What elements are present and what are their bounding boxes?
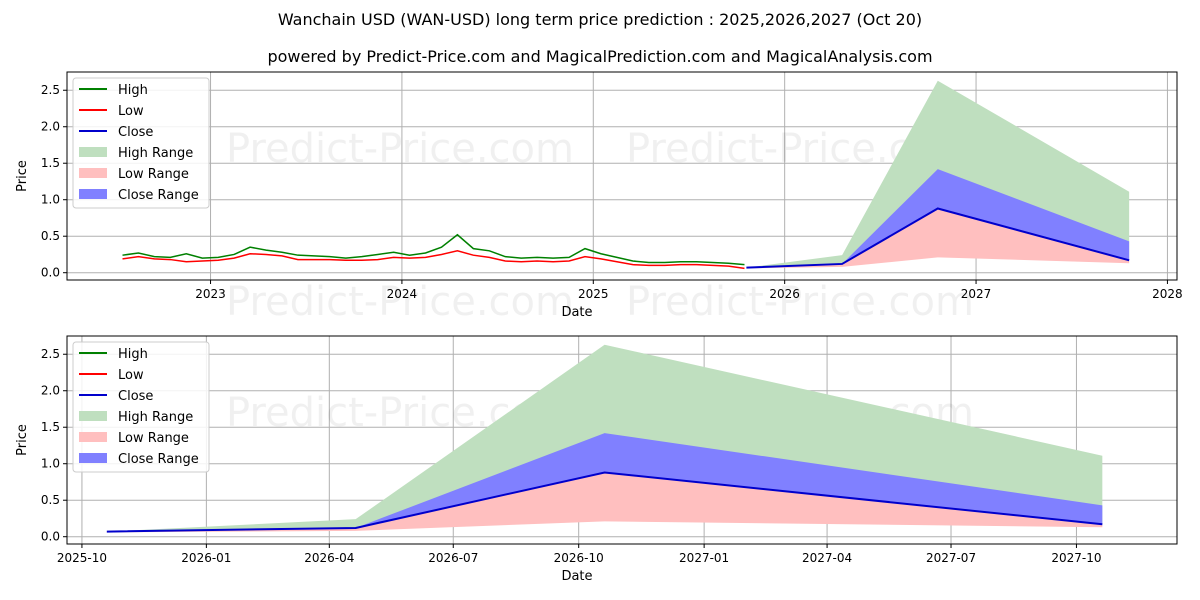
watermark: Predict-Price.com bbox=[626, 279, 974, 325]
plot-frame bbox=[66, 335, 1178, 545]
legend-label: Close bbox=[118, 389, 153, 404]
x-tick-label: 2025 bbox=[578, 287, 609, 301]
x-tick-label: 2027-10 bbox=[1051, 551, 1101, 565]
legend-label: Close bbox=[118, 125, 153, 140]
y-tick-label: 0.0 bbox=[41, 530, 60, 544]
plot-frame bbox=[66, 71, 1178, 281]
y-tick-label: 2.5 bbox=[41, 83, 60, 97]
legend-swatch bbox=[79, 147, 107, 157]
high-line bbox=[122, 233, 745, 266]
legend-label: High bbox=[118, 83, 148, 98]
x-axis-label: Date bbox=[561, 569, 592, 584]
y-axis-label: Price bbox=[15, 160, 30, 192]
x-tick-label: 2027-01 bbox=[679, 551, 729, 565]
x-tick-label: 2028 bbox=[1152, 287, 1183, 301]
x-tick-label: 2026-01 bbox=[181, 551, 231, 565]
legend-label: Close Range bbox=[118, 188, 199, 203]
x-tick-label: 2025-10 bbox=[57, 551, 107, 565]
x-tick-label: 2026-07 bbox=[428, 551, 478, 565]
x-axis-label: Date bbox=[561, 305, 592, 320]
legend-label: Low Range bbox=[118, 431, 189, 446]
watermark: Predict-Price.com bbox=[226, 126, 574, 172]
y-tick-label: 0.5 bbox=[41, 229, 60, 243]
chart-title: Wanchain USD (WAN-USD) long term price p… bbox=[277, 10, 923, 29]
y-axis-label: Price bbox=[15, 424, 30, 456]
y-tick-label: 1.0 bbox=[41, 193, 60, 207]
legend-swatch bbox=[79, 189, 107, 199]
x-tick-label: 2026-10 bbox=[554, 551, 604, 565]
legend-label: Low bbox=[118, 104, 144, 119]
y-tick-label: 2.0 bbox=[41, 120, 60, 134]
low-range-area bbox=[746, 208, 1130, 269]
y-tick-label: 1.0 bbox=[41, 457, 60, 471]
close-line bbox=[106, 471, 1103, 533]
legend-swatch bbox=[79, 432, 107, 442]
legend-label: High bbox=[118, 347, 148, 362]
x-tick-label: 2027-04 bbox=[802, 551, 852, 565]
legend: High Low Close High Range Low Range Close Ran… bbox=[72, 77, 210, 209]
legend-label: High Range bbox=[118, 410, 193, 425]
y-tick-label: 2.0 bbox=[41, 384, 60, 398]
legend-swatch bbox=[79, 411, 107, 421]
x-tick-label: 2024 bbox=[387, 287, 418, 301]
legend-swatch bbox=[79, 453, 107, 463]
y-tick-label: 0.0 bbox=[41, 266, 60, 280]
x-tick-label: 2026-04 bbox=[304, 551, 354, 565]
y-tick-label: 1.5 bbox=[41, 420, 60, 434]
legend: High Low Close High Range Low Range Close Ran… bbox=[72, 341, 210, 473]
y-tick-label: 1.5 bbox=[41, 156, 60, 170]
legend-label: Close Range bbox=[118, 452, 199, 467]
legend-swatch bbox=[79, 168, 107, 178]
x-tick-label: 2023 bbox=[195, 287, 226, 301]
x-tick-label: 2027 bbox=[961, 287, 992, 301]
low-range-area bbox=[106, 472, 1103, 533]
legend-label: Low Range bbox=[118, 167, 189, 182]
watermark: Predict-Price.com bbox=[226, 279, 574, 325]
chart-panel-1: 2023 2024 2025 2026 2027 2028 0.0 0.5 1.0 1.5 2.0 2… bbox=[15, 71, 1183, 325]
x-tick-label: 2027-07 bbox=[926, 551, 976, 565]
x-tick-label: 2026 bbox=[769, 287, 800, 301]
close-range-area bbox=[106, 433, 1103, 532]
legend-label: High Range bbox=[118, 146, 193, 161]
chart-panel-2: 2025-10 2026-01 2026-04 2026-07 2026-10 2027-… bbox=[15, 335, 1178, 584]
y-tick-label: 0.5 bbox=[41, 493, 60, 507]
low-line bbox=[122, 250, 745, 270]
chart-subtitle: powered by Predict-Price.com and Magical… bbox=[267, 47, 933, 66]
legend-label: Low bbox=[118, 368, 144, 383]
close-range-area bbox=[746, 169, 1130, 268]
close-line bbox=[746, 207, 1130, 269]
y-tick-label: 2.5 bbox=[41, 347, 60, 361]
